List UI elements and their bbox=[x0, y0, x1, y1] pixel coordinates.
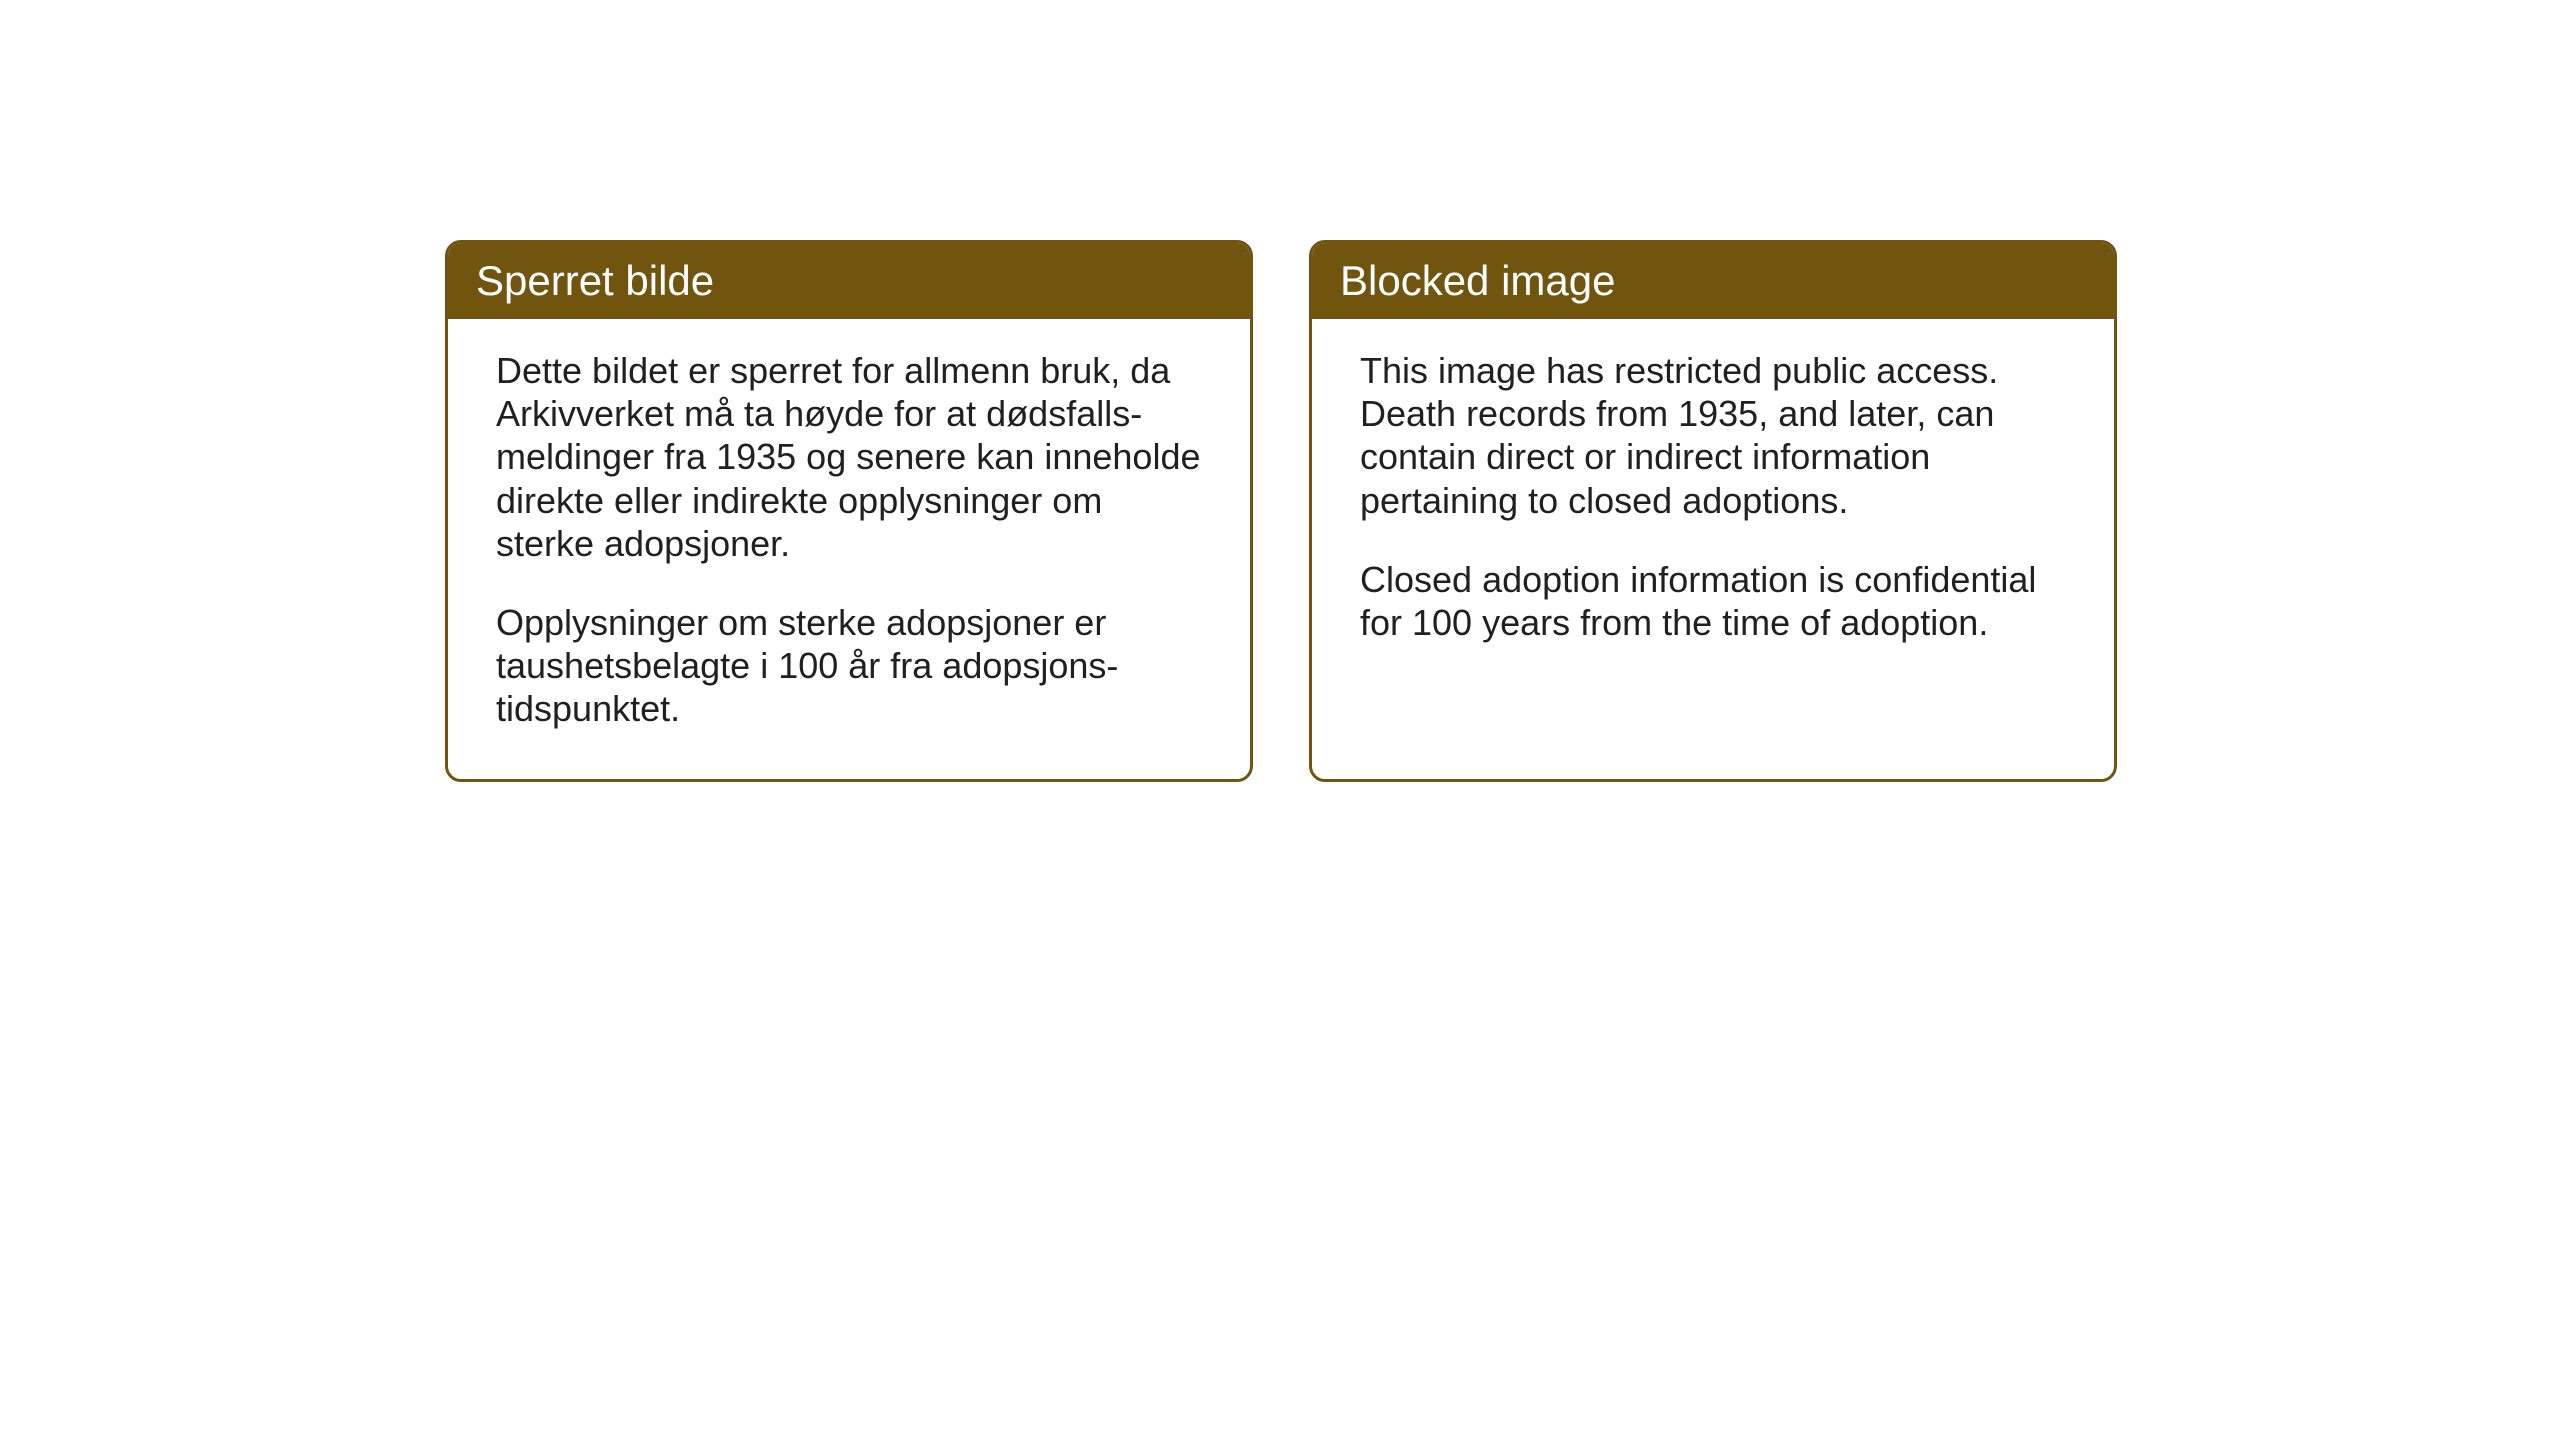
english-panel-title: Blocked image bbox=[1312, 243, 2114, 319]
norwegian-paragraph-2: Opplysninger om sterke adopsjoner er tau… bbox=[496, 601, 1202, 731]
panels-container: Sperret bilde Dette bildet er sperret fo… bbox=[445, 240, 2117, 782]
english-paragraph-1: This image has restricted public access.… bbox=[1360, 349, 2066, 522]
norwegian-panel-body: Dette bildet er sperret for allmenn bruk… bbox=[448, 319, 1250, 779]
norwegian-panel-title: Sperret bilde bbox=[448, 243, 1250, 319]
english-panel: Blocked image This image has restricted … bbox=[1309, 240, 2117, 782]
norwegian-paragraph-1: Dette bildet er sperret for allmenn bruk… bbox=[496, 349, 1202, 565]
norwegian-panel: Sperret bilde Dette bildet er sperret fo… bbox=[445, 240, 1253, 782]
english-panel-body: This image has restricted public access.… bbox=[1312, 319, 2114, 759]
english-paragraph-2: Closed adoption information is confident… bbox=[1360, 558, 2066, 644]
